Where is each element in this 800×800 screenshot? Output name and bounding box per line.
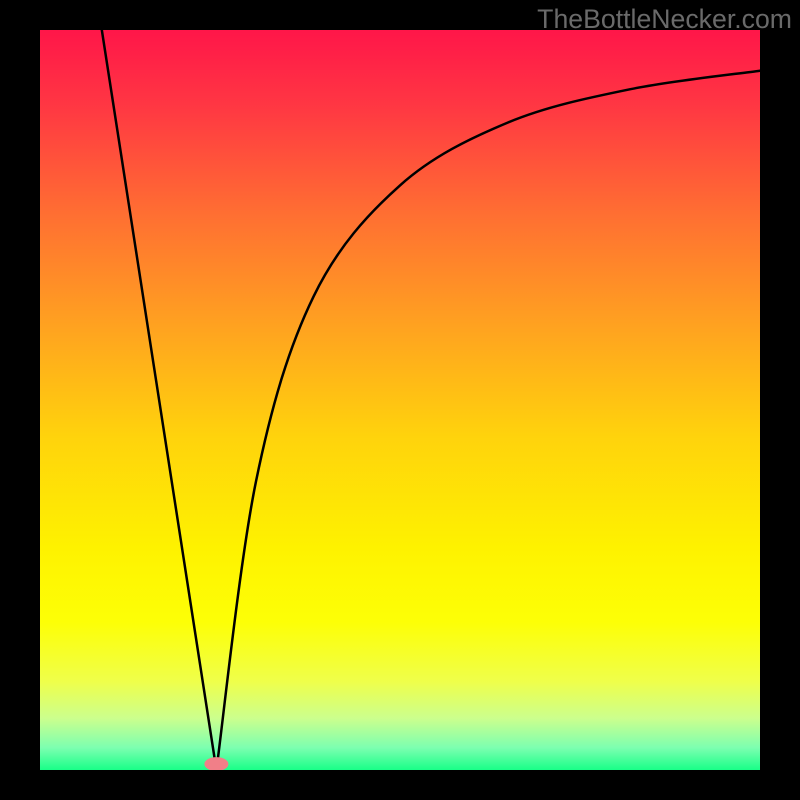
bottleneck-chart [0,0,800,800]
watermark-text: TheBottleNecker.com [537,4,792,35]
chart-container: TheBottleNecker.com [0,0,800,800]
chart-gradient-background [40,30,760,770]
optimum-marker [204,757,228,771]
